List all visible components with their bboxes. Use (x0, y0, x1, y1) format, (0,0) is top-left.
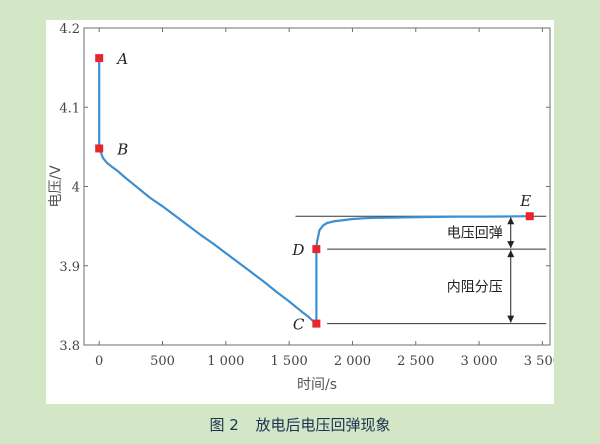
point-label-a: A (115, 50, 128, 68)
point-marker-c (312, 319, 321, 328)
point-label-c: C (293, 316, 305, 334)
y-tick-label: 3.9 (59, 260, 80, 275)
x-tick-label: 3 500 (524, 354, 554, 369)
x-tick-label: 2 000 (334, 354, 371, 369)
x-tick-label: 500 (150, 354, 175, 369)
point-marker-d (312, 245, 321, 254)
annotation-arrow-head-down (507, 241, 515, 249)
series-layer (98, 58, 530, 325)
x-tick-label: 2 500 (397, 354, 434, 369)
annotation-label: 电压回弹 (447, 226, 503, 242)
annotation-arrow-head-up (507, 250, 515, 258)
point-marker-e (525, 212, 534, 221)
reference-lines (295, 215, 547, 325)
point-label-b: B (116, 140, 128, 158)
y-tick-label: 4 (72, 181, 80, 196)
point-label-d: D (291, 241, 304, 259)
point-marker-a (95, 54, 104, 63)
y-tick-label: 4.1 (59, 101, 80, 116)
plot-frame (83, 27, 551, 346)
marker-layer (95, 54, 534, 328)
x-tick-label: 3 000 (460, 354, 497, 369)
text-layer: 0 500 1 000 1 500 2 000 2 500 3 000 3 500 3.8 3.9… (59, 22, 554, 369)
figure-caption: 图 2 放电后电压回弹现象 (0, 414, 600, 435)
annotation-arrow-head-up (507, 217, 515, 225)
x-axis-label: 时间/s (297, 377, 337, 393)
voltage-curve (98, 58, 530, 325)
x-tick-label: 1 500 (271, 354, 308, 369)
y-axis-label: 电压/V (48, 165, 64, 208)
figure-panel: 0 500 1 000 1 500 2 000 2 500 3 000 3 500 3.8 3.9… (46, 20, 554, 404)
point-marker-b (95, 144, 104, 153)
x-tick-label: 1 000 (207, 354, 244, 369)
y-tick-label: 3.8 (59, 339, 80, 354)
point-label-e: E (519, 192, 531, 210)
y-tick-label: 4.2 (59, 22, 80, 37)
figure-title: 放电后电压回弹现象 (255, 416, 391, 434)
x-tick-label: 0 (95, 354, 103, 369)
figure-number: 图 2 (209, 416, 239, 434)
annotation-label: 内阻分压 (447, 279, 503, 295)
voltage-chart: 0 500 1 000 1 500 2 000 2 500 3 000 3 500 3.8 3.9… (48, 22, 554, 393)
annotation-arrow-head-down (507, 315, 515, 323)
